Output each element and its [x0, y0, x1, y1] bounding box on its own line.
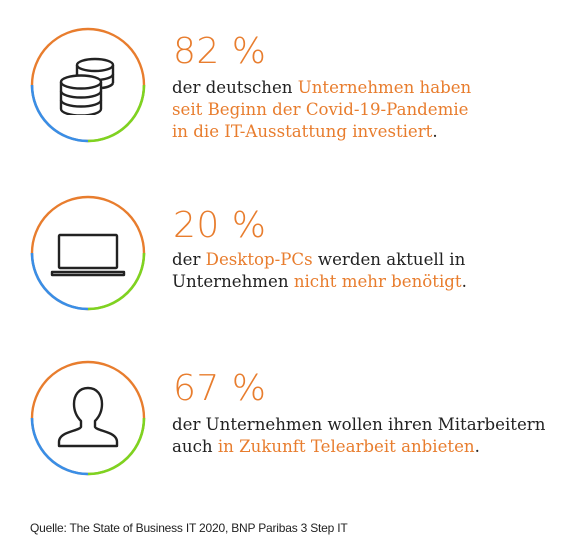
- stat-3-description: der Unternehmen wollen ihren Mitarbeiter…: [172, 415, 546, 456]
- source-note: Quelle: The State of Business IT 2020, B…: [30, 521, 348, 535]
- user-icon: [56, 385, 120, 449]
- laptop-icon: [50, 232, 126, 278]
- stat-3-ring: [30, 360, 146, 476]
- stat-1-ring: [30, 27, 146, 143]
- stat-2-description: der Desktop-PCs werden aktuell in Untern…: [172, 250, 467, 291]
- database-coins-icon: [58, 55, 118, 117]
- stat-2-percent: 20 %: [173, 205, 267, 246]
- stat-1-description: der deutschen Unternehmen haben seit Beg…: [172, 78, 472, 141]
- stat-3-percent: 67 %: [173, 368, 267, 409]
- stat-1-percent: 82 %: [173, 31, 267, 72]
- stat-2-ring: [30, 195, 146, 311]
